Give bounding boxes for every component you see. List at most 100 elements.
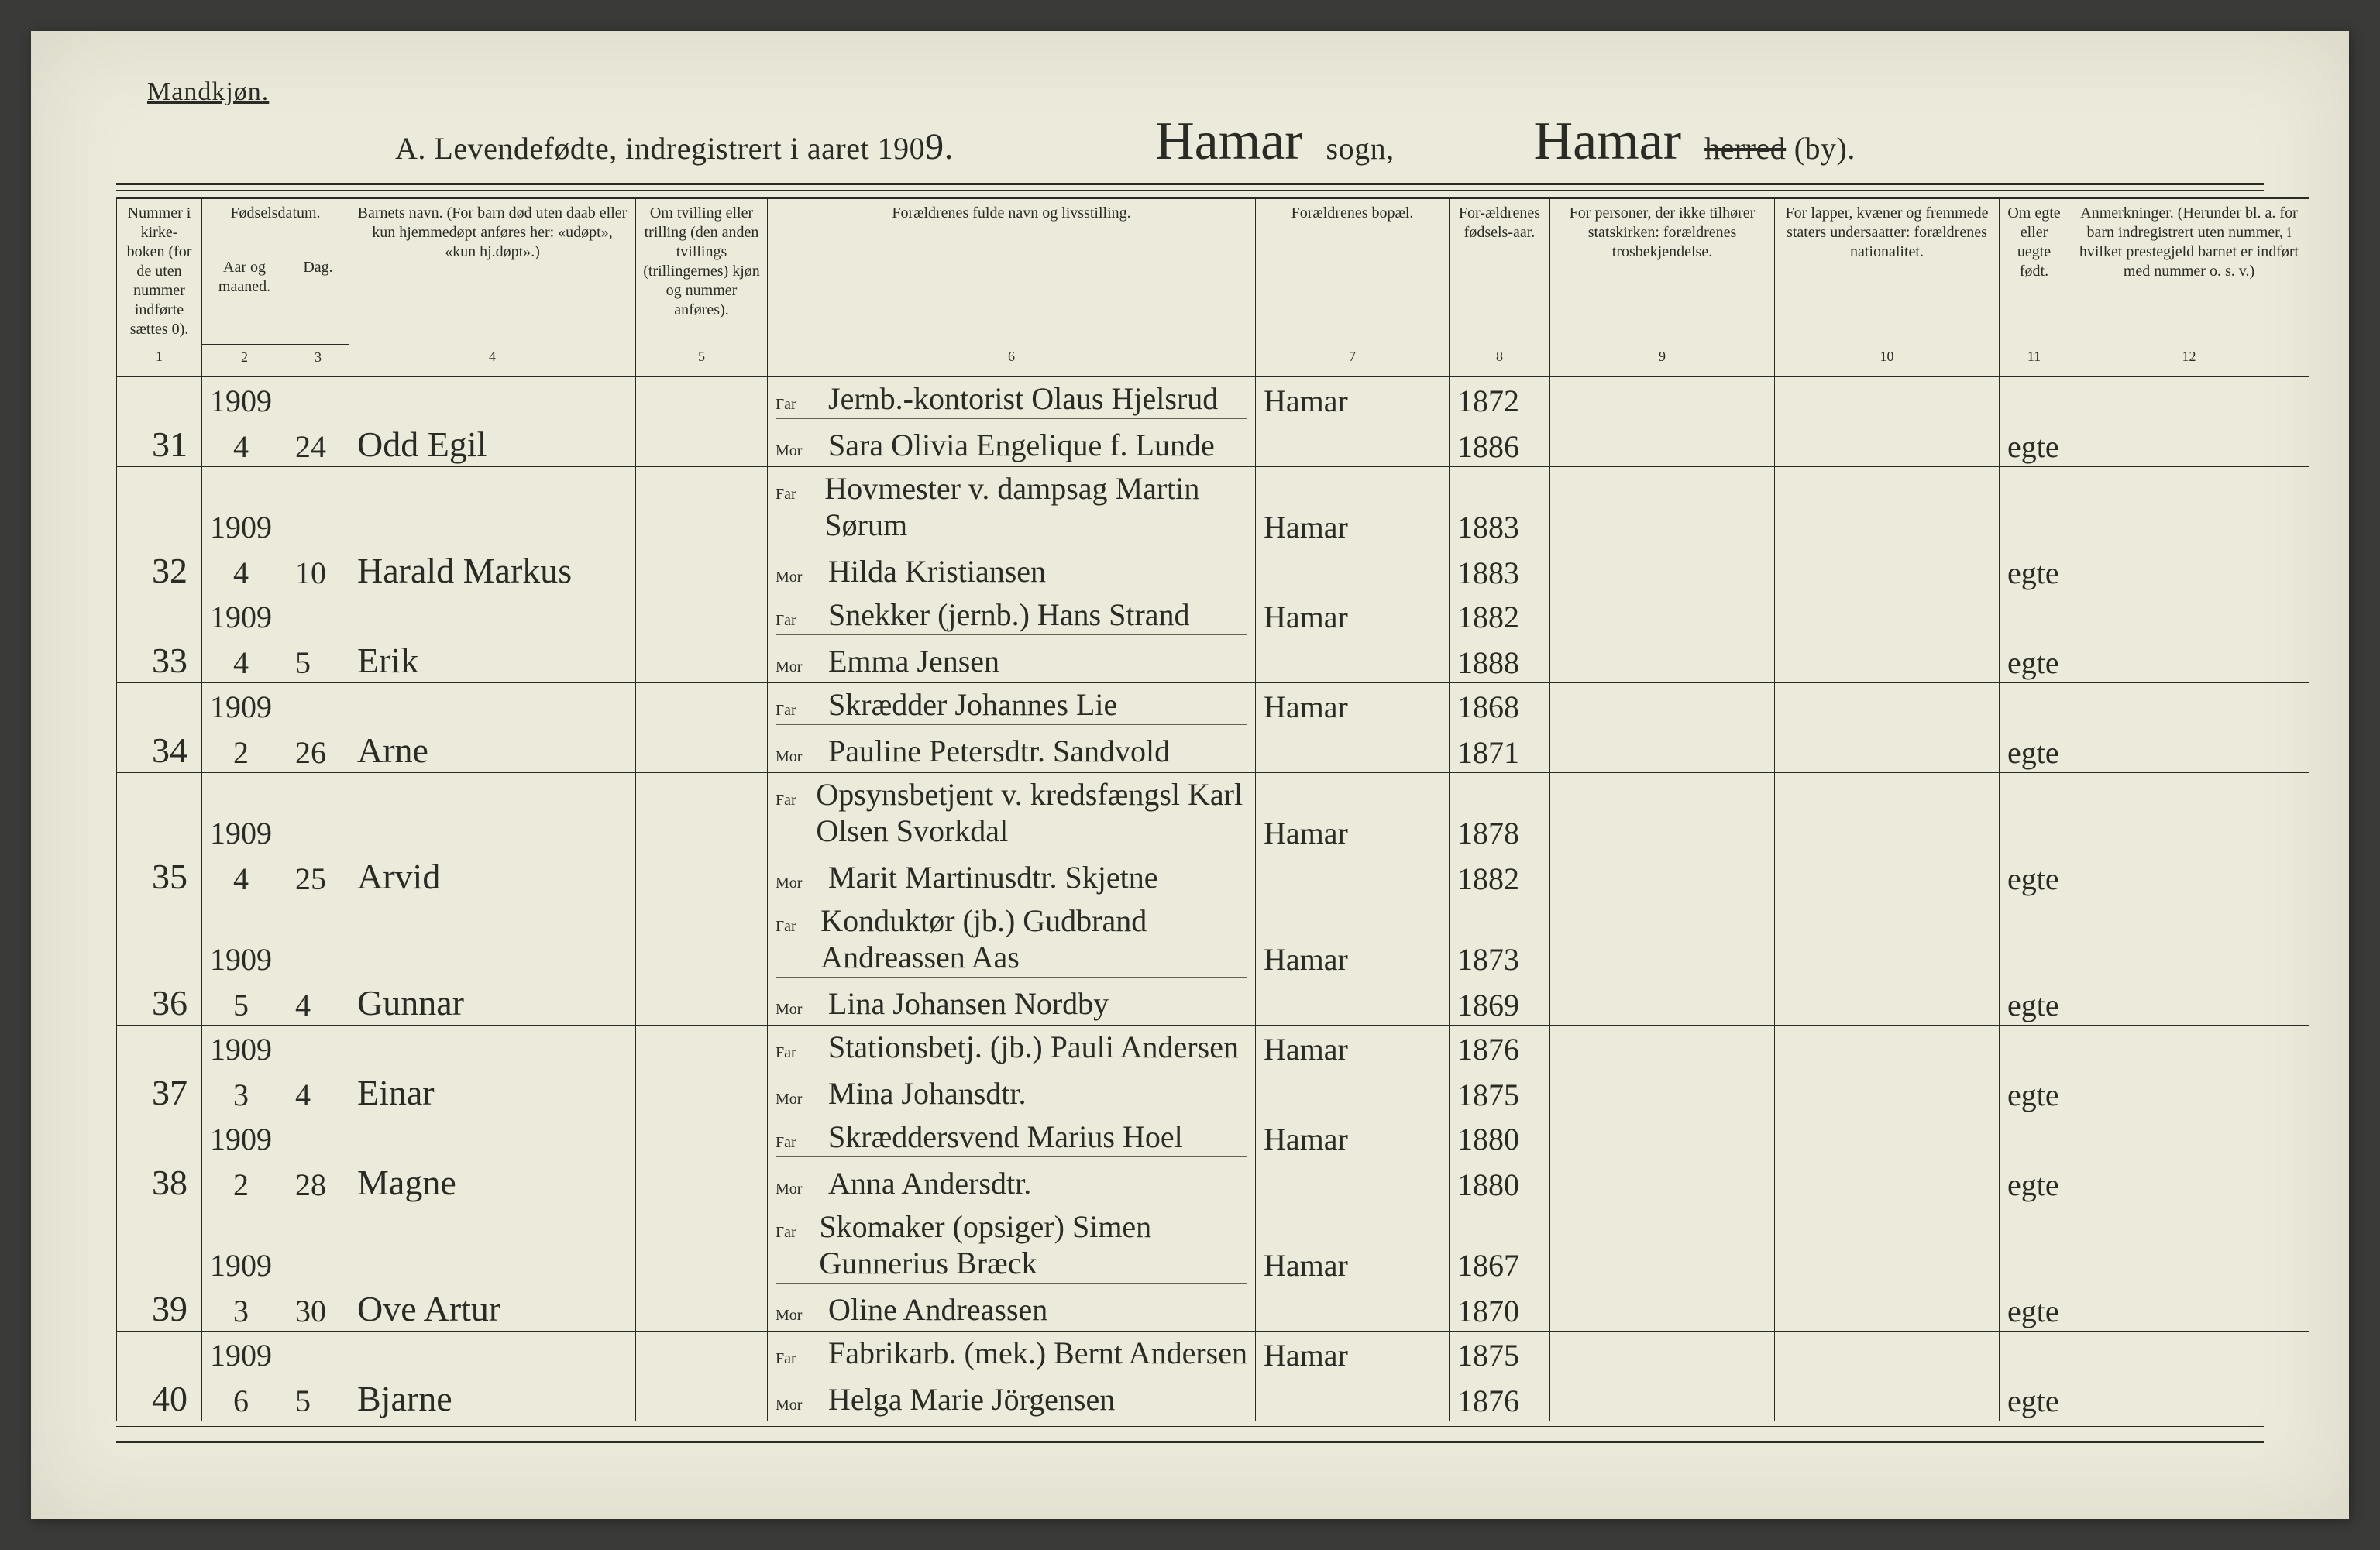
entry-egte: egte xyxy=(2000,727,2069,773)
entry-col10b xyxy=(1775,1285,2000,1332)
entry-col10 xyxy=(1775,899,2000,979)
entry-egte-blank xyxy=(2000,772,2069,853)
entry-child-blank xyxy=(349,593,636,637)
entry-far: FarKonduktør (jb.) Gudbrand Andreassen A… xyxy=(768,899,1256,979)
entry-child-blank xyxy=(349,376,636,421)
entry-row-top: 1909 FarHovmester v. dampsag Martin Søru… xyxy=(117,466,2309,547)
entry-num-blank xyxy=(117,1025,202,1069)
entry-day: 30 xyxy=(287,1285,349,1332)
entry-day-blank xyxy=(287,772,349,853)
bottom-rules xyxy=(116,1426,2264,1443)
entry-num: 39 xyxy=(117,1285,202,1332)
col-10-header: For lapper, kvæner og fremmede staters u… xyxy=(1775,198,2000,345)
entry-month: 2 xyxy=(202,1159,287,1205)
title-printed: A. Levendefødte, indregistrert i aaret 1… xyxy=(395,129,954,167)
colnum-9: 9 xyxy=(1550,344,1775,376)
col-2-header: Aar og maaned. xyxy=(202,253,287,344)
entry-month: 4 xyxy=(202,637,287,683)
col-12-header: Anmerkninger. (Herunder bl. a. for barn … xyxy=(2069,198,2309,345)
entry-bopael-b xyxy=(1256,1069,1450,1115)
entry-twin-blank xyxy=(636,1331,768,1375)
entry-row-top: 1909 FarSkrædder Johannes Lie Hamar 1868 xyxy=(117,682,2309,727)
entry-mor: MorHilda Kristiansen xyxy=(768,547,1256,593)
entry-num: 34 xyxy=(117,727,202,773)
entry-col9b xyxy=(1550,421,1775,467)
entry-year: 1909 xyxy=(202,376,287,421)
entry-day-blank xyxy=(287,1025,349,1069)
entry-row-top: 1909 FarSkræddersvend Marius Hoel Hamar … xyxy=(117,1115,2309,1159)
entry-col12b xyxy=(2069,1159,2309,1205)
entry-mor-year: 1880 xyxy=(1450,1159,1550,1205)
entry-num: 40 xyxy=(117,1375,202,1421)
entry-twin xyxy=(636,727,768,773)
entry-child-blank xyxy=(349,1115,636,1159)
entry-mor-year: 1869 xyxy=(1450,979,1550,1026)
entry-twin xyxy=(636,1069,768,1115)
entry-num: 37 xyxy=(117,1069,202,1115)
entry-far: FarSnekker (jernb.) Hans Strand xyxy=(768,593,1256,637)
entry-col12 xyxy=(2069,376,2309,421)
entry-num-blank xyxy=(117,772,202,853)
entry-mor-year: 1876 xyxy=(1450,1375,1550,1421)
entry-col10b xyxy=(1775,1159,2000,1205)
entry-day-blank xyxy=(287,376,349,421)
entry-col9 xyxy=(1550,1115,1775,1159)
col-8-header: For-ældrenes fødsels-aar. xyxy=(1450,198,1550,345)
entry-child-blank xyxy=(349,466,636,547)
entry-child-blank xyxy=(349,1025,636,1069)
entries-body: 1909 FarJernb.-kontorist Olaus Hjelsrud … xyxy=(117,376,2309,1421)
entry-bopael: Hamar xyxy=(1256,899,1450,979)
entry-egte-blank xyxy=(2000,899,2069,979)
sogn-label: sogn, xyxy=(1326,130,1395,167)
colnum-6: 6 xyxy=(768,344,1256,376)
entry-far: FarHovmester v. dampsag Martin Sørum xyxy=(768,466,1256,547)
entry-num: 36 xyxy=(117,979,202,1026)
entry-num: 31 xyxy=(117,421,202,467)
entry-egte: egte xyxy=(2000,547,2069,593)
entry-col10b xyxy=(1775,1375,2000,1421)
entry-twin-blank xyxy=(636,466,768,547)
entry-day: 10 xyxy=(287,547,349,593)
entry-mor: MorHelga Marie Jörgensen xyxy=(768,1375,1256,1421)
entry-mor: MorMarit Martinusdtr. Skjetne xyxy=(768,853,1256,899)
entry-far-year: 1882 xyxy=(1450,593,1550,637)
entry-twin xyxy=(636,421,768,467)
entry-year: 1909 xyxy=(202,1025,287,1069)
col-3-header: Dag. xyxy=(287,253,349,344)
entry-mor: MorAnna Andersdtr. xyxy=(768,1159,1256,1205)
entry-child: Arne xyxy=(349,727,636,773)
entry-child: Bjarne xyxy=(349,1375,636,1421)
title-prefix: A. Levendefødte, indregistrert i aaret 1… xyxy=(395,131,925,166)
entry-mor: MorSara Olivia Engelique f. Lunde xyxy=(768,421,1256,467)
entry-bopael-b xyxy=(1256,853,1450,899)
title-line: A. Levendefødte, indregistrert i aaret 1… xyxy=(116,115,2264,169)
entry-egte-blank xyxy=(2000,593,2069,637)
entry-day: 24 xyxy=(287,421,349,467)
entry-col9 xyxy=(1550,466,1775,547)
entry-far-year: 1873 xyxy=(1450,899,1550,979)
entry-col12 xyxy=(2069,682,2309,727)
entry-bopael-b xyxy=(1256,727,1450,773)
entry-far-year: 1878 xyxy=(1450,772,1550,853)
colnum-11: 11 xyxy=(2000,344,2069,376)
entry-year: 1909 xyxy=(202,466,287,547)
entry-bopael: Hamar xyxy=(1256,1025,1450,1069)
entry-col12b xyxy=(2069,637,2309,683)
herred-struck: herred xyxy=(1704,131,1786,166)
entry-row-bottom: 31 4 24 Odd Egil MorSara Olivia Engeliqu… xyxy=(117,421,2309,467)
entry-col10b xyxy=(1775,637,2000,683)
entry-num: 38 xyxy=(117,1159,202,1205)
entry-child: Ove Artur xyxy=(349,1285,636,1332)
entry-col12 xyxy=(2069,1115,2309,1159)
column-numbers-row: 1 2 3 4 5 6 7 8 9 10 11 12 xyxy=(117,344,2309,376)
entry-row-bottom: 32 4 10 Harald Markus MorHilda Kristians… xyxy=(117,547,2309,593)
register-table: Nummer i kirke-boken (for de uten nummer… xyxy=(116,197,2309,1421)
entry-col9 xyxy=(1550,1205,1775,1285)
entry-row-bottom: 36 5 4 Gunnar MorLina Johansen Nordby 18… xyxy=(117,979,2309,1026)
entry-twin xyxy=(636,853,768,899)
entry-bopael: Hamar xyxy=(1256,1205,1450,1285)
entry-bopael-b xyxy=(1256,421,1450,467)
entry-far: FarSkrædder Johannes Lie xyxy=(768,682,1256,727)
entry-row-top: 1909 FarStationsbetj. (jb.) Pauli Anders… xyxy=(117,1025,2309,1069)
entry-col9b xyxy=(1550,547,1775,593)
